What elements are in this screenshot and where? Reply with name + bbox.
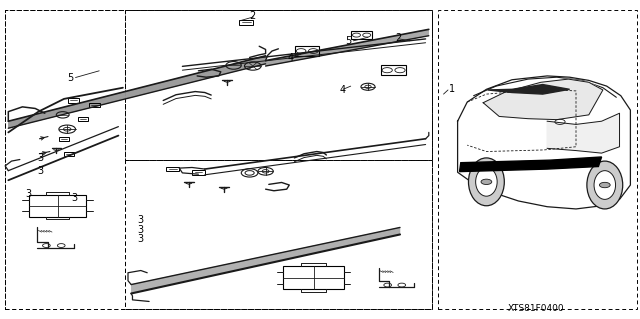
- Text: 3: 3: [138, 215, 144, 225]
- Bar: [125, 10, 432, 159]
- Polygon shape: [458, 76, 630, 209]
- Bar: [5, 10, 432, 309]
- Bar: [89, 103, 100, 107]
- Circle shape: [481, 179, 492, 184]
- Bar: [295, 46, 319, 56]
- Text: 3: 3: [37, 153, 44, 163]
- Text: 5: 5: [67, 73, 74, 83]
- Polygon shape: [488, 85, 570, 94]
- Ellipse shape: [468, 158, 504, 206]
- Ellipse shape: [476, 167, 497, 196]
- Text: 4: 4: [339, 85, 346, 95]
- Text: 1: 1: [449, 84, 456, 94]
- Bar: [68, 99, 79, 103]
- Bar: [5, 10, 125, 309]
- Bar: [239, 20, 253, 25]
- Bar: [283, 265, 344, 290]
- Circle shape: [600, 182, 610, 188]
- Bar: [381, 65, 406, 75]
- Text: 5: 5: [346, 36, 352, 47]
- Polygon shape: [460, 157, 602, 172]
- Bar: [438, 10, 637, 309]
- Bar: [78, 117, 88, 121]
- Ellipse shape: [587, 161, 623, 209]
- Text: 3: 3: [138, 225, 144, 235]
- Bar: [29, 195, 86, 217]
- Bar: [125, 160, 432, 309]
- Ellipse shape: [594, 171, 616, 199]
- Polygon shape: [483, 79, 603, 120]
- Bar: [351, 31, 372, 39]
- Text: 3: 3: [26, 189, 32, 199]
- Text: XTS81F0400: XTS81F0400: [508, 304, 564, 313]
- Bar: [192, 170, 205, 175]
- Bar: [59, 137, 69, 141]
- Text: 3: 3: [72, 193, 78, 203]
- Text: 3: 3: [37, 166, 44, 176]
- Polygon shape: [547, 113, 620, 153]
- Text: 2: 2: [396, 33, 402, 43]
- Bar: [166, 167, 179, 172]
- Text: 2: 2: [250, 11, 256, 21]
- Bar: [64, 152, 74, 156]
- Text: 3: 3: [138, 234, 144, 244]
- Text: 4: 4: [288, 53, 294, 63]
